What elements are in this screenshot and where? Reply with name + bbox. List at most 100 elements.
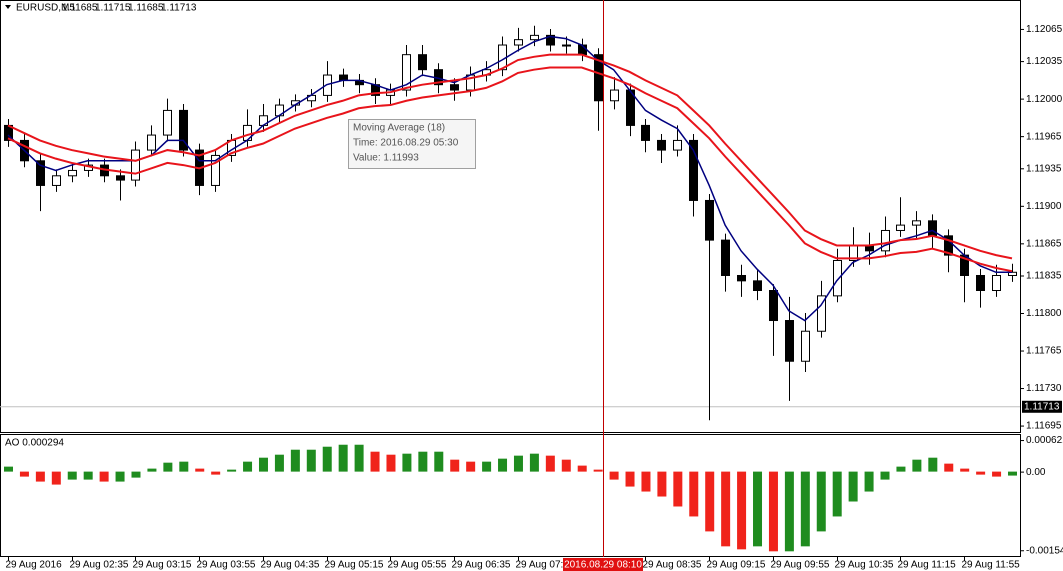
ao-bar (705, 471, 715, 532)
x-tick-label: 29 Aug 09:55 (771, 560, 830, 571)
ao-bar (99, 471, 109, 482)
candle-body (1008, 271, 1017, 276)
crosshair-label-box (563, 558, 643, 571)
candle-body (163, 109, 172, 136)
quote-low: 1.11685 (128, 3, 164, 14)
ao-bar (864, 471, 874, 492)
ao-bar (4, 466, 13, 472)
moving-average (7, 35, 1012, 322)
candle-body (801, 330, 810, 362)
candle-body (657, 139, 666, 151)
ao-bar (800, 471, 810, 547)
candle-body (562, 44, 571, 47)
ao-bar (896, 466, 906, 472)
tooltip-line: Moving Average (18) (353, 123, 445, 134)
candle-body (944, 235, 953, 256)
tooltip (348, 119, 476, 169)
x-tick-label: 29 Aug 10:35 (835, 560, 894, 571)
ao-bar (737, 471, 747, 550)
ao-bar (466, 461, 476, 472)
ao-bar (498, 458, 508, 472)
candle-body (610, 89, 619, 102)
current-price-box (1022, 400, 1062, 413)
candle-body (881, 229, 890, 252)
ao-bar (258, 457, 268, 472)
ao-bar (386, 454, 396, 472)
crosshair-label: 2016.08.29 08:10 (564, 560, 642, 571)
quote-high: 1.11715 (95, 3, 131, 14)
candle-body (339, 74, 348, 81)
candle-body (641, 124, 650, 141)
x-tick-label: 29 Aug 11:15 (898, 560, 957, 571)
ao-bar (928, 457, 938, 472)
ao-bar (354, 444, 364, 472)
candle-body (626, 89, 635, 126)
candle-body (179, 109, 188, 151)
front-layer: EURUSD,M5 1.11685 1.11715 1.11685 1.1171… (5, 0, 643, 571)
candle-body (928, 220, 937, 237)
ao-bar (992, 471, 1002, 477)
indicator-title: AO 0.000294 (5, 438, 64, 449)
ao-bar (976, 471, 986, 475)
ao-bar (306, 449, 316, 472)
ao-bar (131, 471, 141, 478)
ao-bar (35, 471, 45, 482)
candle-body (833, 259, 842, 297)
ao-bar (609, 471, 619, 480)
ao-bar (19, 471, 29, 477)
y-tick-label: 1.11800 (1026, 308, 1062, 319)
tooltip-line: Value: 1.11993 (353, 153, 419, 164)
y-tick-label: 1.11695 (1026, 421, 1062, 432)
indicator-y-tick-label: -0.001547 (1026, 545, 1063, 556)
ao-bar (944, 463, 954, 472)
candle-body (450, 84, 459, 91)
y-tick-label: 1.11835 (1026, 271, 1062, 282)
back-layer: 1.12065 1.12035 1.12000 1.11965 1.11935 1.119… (0, 24, 1063, 571)
y-tick-label: 1.11765 (1026, 346, 1062, 357)
menu-arrow[interactable] (5, 5, 11, 9)
ao-bar (848, 471, 858, 502)
y-tick-label: 1.12000 (1026, 94, 1063, 105)
ao-bar (593, 469, 603, 472)
ao-bar (1008, 471, 1017, 476)
candle-body (689, 139, 698, 201)
ao-bar (577, 465, 587, 472)
x-tick-label: 29 Aug 04:35 (261, 560, 320, 571)
candle-body (976, 274, 985, 292)
x-tick-label: 29 Aug 03:55 (197, 560, 256, 571)
ao-bar (721, 471, 731, 547)
ao-bar (322, 446, 332, 472)
ao-bar (51, 471, 61, 485)
ao-bar (450, 459, 460, 472)
ao-bar (641, 471, 651, 492)
x-tick-label: 29 Aug 02:35 (70, 560, 129, 571)
ao-bar (418, 451, 428, 472)
x-tick-label: 29 Aug 05:55 (388, 560, 447, 571)
current-price-label: 1.11713 (1024, 401, 1060, 412)
ao-bar (545, 455, 555, 472)
ao-bar (816, 471, 826, 532)
x-tick-label: 29 Aug 05:15 (325, 560, 384, 571)
ao-bar (529, 453, 539, 472)
ao-bar (768, 471, 778, 552)
quote-open: 1.11685 (62, 3, 98, 14)
candle-body (530, 34, 539, 41)
ao-bar (960, 468, 970, 472)
ao-bar (513, 455, 523, 472)
candle-body (721, 239, 730, 276)
ao-bar (689, 471, 699, 517)
ao-bar (274, 454, 284, 472)
candle-body (912, 220, 921, 226)
candle-body (211, 154, 220, 186)
x-tick-label: 29 Aug 2016 (6, 560, 63, 571)
x-tick-label: 29 Aug 11:55 (962, 560, 1021, 571)
ao-bar (657, 471, 667, 497)
moving-average (7, 53, 1013, 260)
ao-bar (147, 468, 157, 472)
candle-body (514, 39, 523, 46)
ao-bar (179, 461, 189, 472)
candle-body (147, 134, 156, 151)
indicator-panel (0, 434, 1021, 557)
